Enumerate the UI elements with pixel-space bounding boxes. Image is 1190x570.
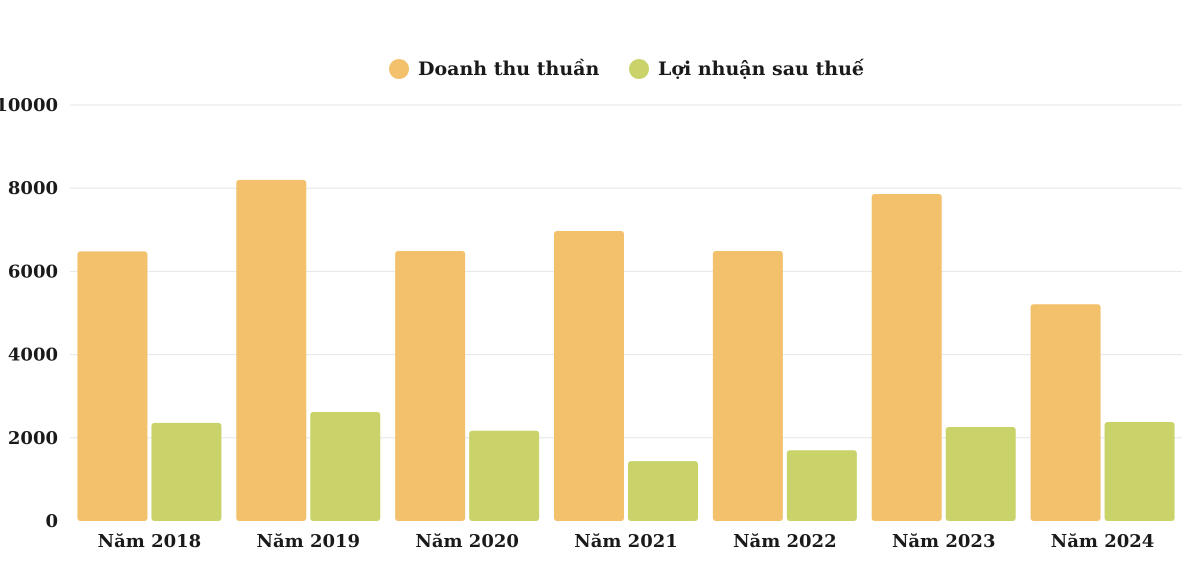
bar-doanh-thu-0 [77, 251, 148, 521]
bar-loi-nhuan-4 [786, 450, 857, 521]
bar-loi-nhuan-5 [945, 426, 1016, 521]
legend-label-loi-nhuan: Lợi nhuận sau thuế [658, 58, 865, 80]
legend-swatch-loi-nhuan [629, 59, 649, 79]
bar-loi-nhuan-2 [469, 430, 540, 521]
bar-doanh-thu-6 [1030, 304, 1101, 521]
bar-loi-nhuan-6 [1104, 421, 1175, 521]
y-axis-ticks: 0 2000 4000 6000 8000 10000 [0, 95, 58, 532]
legend-label-doanh-thu: Doanh thu thuần [418, 58, 599, 80]
x-tick-label: Năm 2018 [98, 531, 202, 552]
x-tick-label: Năm 2022 [733, 531, 837, 552]
y-tick-label: 6000 [8, 261, 58, 282]
x-tick-label: Năm 2020 [415, 531, 519, 552]
y-tick-label: 4000 [8, 345, 58, 366]
bar-loi-nhuan-1 [310, 412, 381, 521]
x-tick-label: Năm 2023 [892, 531, 996, 552]
bar-doanh-thu-3 [554, 231, 624, 521]
y-tick-label: 8000 [8, 178, 58, 199]
y-tick-label: 10000 [0, 95, 58, 116]
y-tick-label: 0 [45, 511, 58, 532]
bar-loi-nhuan-3 [628, 461, 698, 521]
y-tick-label: 2000 [8, 428, 58, 449]
bar-doanh-thu-5 [871, 194, 942, 522]
legend-swatch-doanh-thu [389, 59, 409, 79]
x-tick-label: Năm 2019 [257, 531, 361, 552]
bar-doanh-thu-4 [712, 251, 783, 522]
x-tick-label: Năm 2021 [574, 531, 678, 552]
bar-doanh-thu-2 [395, 251, 466, 522]
bar-doanh-thu-1 [236, 179, 307, 521]
bar-loi-nhuan-0 [151, 422, 222, 521]
x-tick-label: Năm 2024 [1051, 531, 1155, 552]
x-axis-labels: Năm 2018 Năm 2019 Năm 2020 Năm 2021 Năm 2022… [98, 531, 1155, 552]
bars [77, 179, 1175, 522]
legend: Doanh thu thuần Lợi nhuận sau thuế [389, 58, 865, 80]
